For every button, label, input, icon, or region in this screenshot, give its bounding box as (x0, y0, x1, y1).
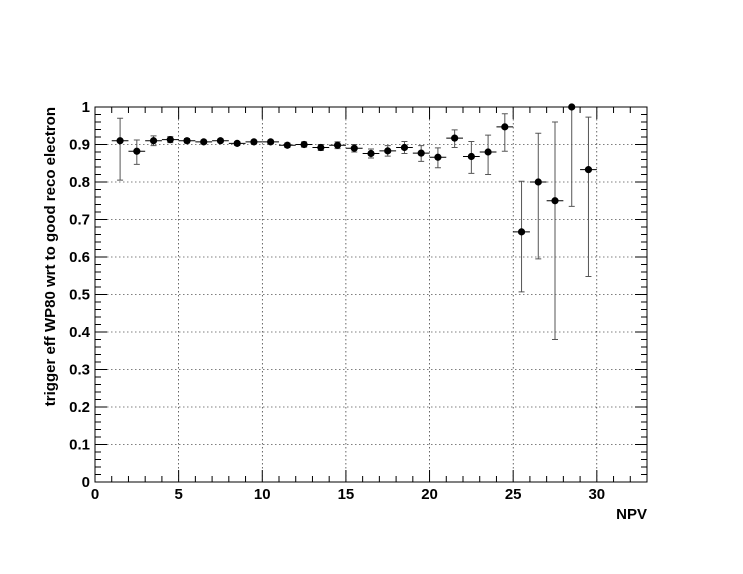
data-point (267, 138, 275, 146)
y-axis-title: trigger eff WP80 wrt to good reco electr… (42, 107, 59, 406)
y-tick-label: 0.5 (69, 287, 90, 304)
data-point (116, 137, 124, 145)
data-point (434, 153, 442, 161)
data-point (333, 141, 342, 149)
y-tick-label: 0 (82, 474, 90, 491)
y-tick-label: 0.7 (69, 212, 90, 229)
data-point (216, 137, 225, 145)
y-tick-label: 0.1 (69, 437, 90, 454)
data-point (200, 138, 208, 146)
data-point (317, 143, 325, 152)
data-point (417, 149, 425, 157)
y-tick-label: 0.9 (69, 137, 90, 154)
data-point (166, 136, 174, 144)
data-point (384, 147, 392, 155)
data-point (451, 134, 459, 142)
data-point (584, 166, 593, 174)
data-point (484, 148, 492, 156)
data-point (517, 228, 526, 236)
x-tick-label: 0 (91, 486, 99, 503)
data-point (350, 144, 358, 152)
x-tick-label: 25 (505, 486, 522, 503)
x-tick-label: 10 (254, 486, 271, 503)
y-tick-label: 0.3 (69, 362, 90, 379)
y-tick-labels: 0 0.1 0.2 0.3 0.4 0.5 0.6 0.7 0.8 0.9 1 (69, 99, 91, 491)
plot-frame (94, 106, 648, 483)
x-axis-title: NPV (616, 506, 647, 523)
data-point (233, 139, 241, 147)
data-point (149, 137, 158, 145)
data-point (133, 147, 141, 155)
x-tick-label: 20 (421, 486, 438, 503)
data-point (283, 141, 291, 149)
data-point (400, 143, 409, 152)
data-points (116, 103, 593, 236)
x-tick-labels: 0 5 10 15 20 25 30 (91, 486, 605, 503)
data-point (367, 149, 375, 158)
y-tick-label: 1 (82, 99, 90, 116)
x-tick-label: 15 (338, 486, 355, 503)
data-point (250, 138, 258, 146)
data-point (300, 140, 308, 149)
data-point (183, 137, 191, 145)
data-point (534, 178, 542, 186)
x-tick-label: 30 (588, 486, 605, 503)
y-tick-label: 0.8 (69, 174, 90, 191)
data-point (551, 197, 559, 205)
data-point (467, 152, 475, 161)
y-tick-label: 0.6 (69, 249, 90, 266)
y-tick-label: 0.4 (69, 324, 91, 341)
x-tick-label: 5 (174, 486, 182, 503)
y-tick-label: 0.2 (69, 399, 90, 416)
data-point (501, 123, 509, 131)
